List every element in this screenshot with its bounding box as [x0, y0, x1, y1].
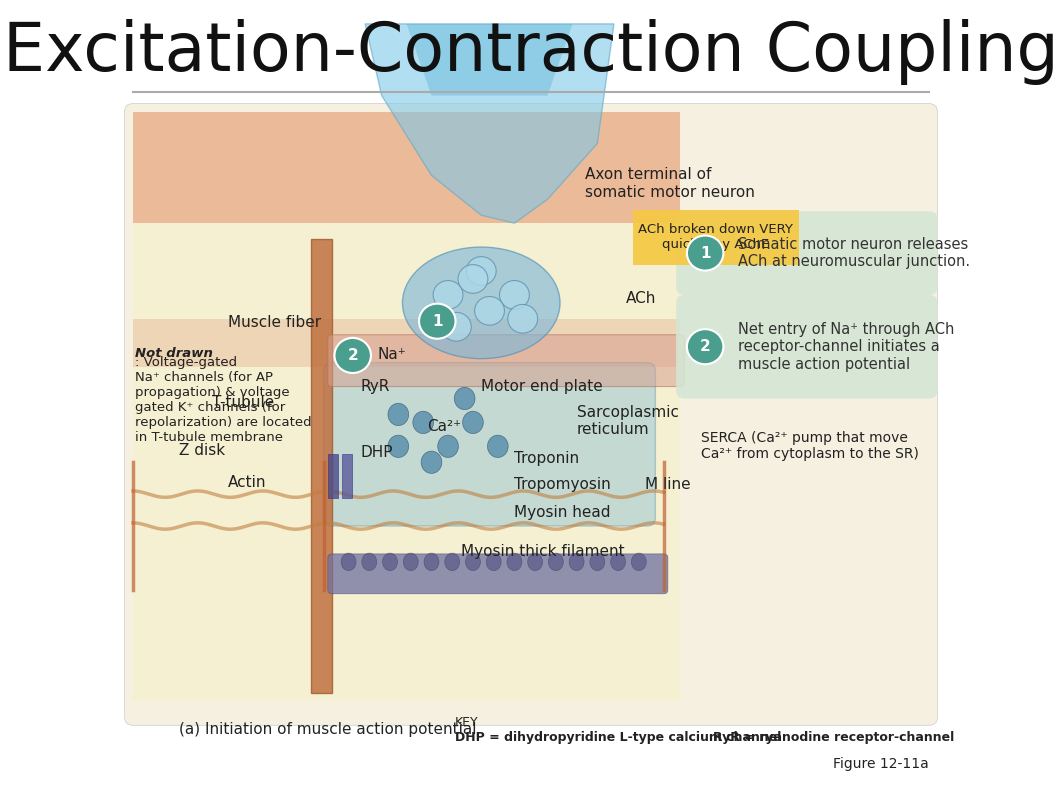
Text: SERCA (Ca²⁺ pump that move
Ca²⁺ from cytoplasm to the SR): SERCA (Ca²⁺ pump that move Ca²⁺ from cyt… [701, 431, 919, 461]
Circle shape [433, 281, 463, 309]
Circle shape [499, 281, 529, 309]
Ellipse shape [486, 553, 501, 571]
Text: Muscle fiber: Muscle fiber [228, 316, 322, 330]
Text: DHP: DHP [361, 446, 394, 460]
Ellipse shape [388, 435, 409, 457]
FancyBboxPatch shape [342, 454, 352, 498]
Ellipse shape [569, 553, 584, 571]
Text: Not drawn: Not drawn [135, 347, 212, 359]
Text: KEY: KEY [455, 717, 478, 729]
Ellipse shape [424, 553, 439, 571]
Text: ACh broken down VERY
quickly by AChE: ACh broken down VERY quickly by AChE [638, 222, 793, 251]
Ellipse shape [422, 451, 442, 473]
FancyBboxPatch shape [328, 454, 338, 498]
Text: Figure 12-11a: Figure 12-11a [834, 756, 929, 771]
Ellipse shape [362, 553, 377, 571]
Ellipse shape [589, 553, 604, 571]
Text: Somatic motor neuron releases
ACh at neuromuscular junction.: Somatic motor neuron releases ACh at neu… [738, 237, 971, 269]
FancyBboxPatch shape [324, 363, 655, 526]
FancyBboxPatch shape [676, 211, 938, 295]
Ellipse shape [528, 553, 543, 571]
Text: Sarcoplasmic
reticulum: Sarcoplasmic reticulum [577, 405, 679, 437]
Polygon shape [407, 24, 572, 96]
Ellipse shape [402, 247, 560, 359]
Ellipse shape [507, 553, 521, 571]
Ellipse shape [445, 553, 460, 571]
Text: Net entry of Na⁺ through ACh
receptor-channel initiates a
muscle action potentia: Net entry of Na⁺ through ACh receptor-ch… [738, 322, 955, 371]
Ellipse shape [404, 553, 418, 571]
Circle shape [419, 304, 456, 339]
Text: Actin: Actin [228, 475, 267, 489]
Circle shape [335, 338, 371, 373]
Ellipse shape [463, 411, 483, 434]
Text: Troponin: Troponin [514, 451, 580, 465]
FancyBboxPatch shape [633, 210, 799, 265]
FancyBboxPatch shape [328, 335, 684, 387]
FancyBboxPatch shape [124, 104, 938, 725]
Polygon shape [133, 223, 681, 701]
Ellipse shape [455, 387, 475, 410]
Polygon shape [133, 319, 681, 367]
Text: Ca²⁺: Ca²⁺ [427, 419, 462, 434]
Text: RyR = ryanodine receptor-channel: RyR = ryanodine receptor-channel [714, 731, 955, 744]
Text: Motor end plate: Motor end plate [481, 379, 603, 394]
Text: : Voltage-gated
Na⁺ channels (for AP
propagation) & voltage
gated K⁺ channels (f: : Voltage-gated Na⁺ channels (for AP pro… [135, 356, 311, 444]
Circle shape [508, 304, 537, 333]
Circle shape [687, 329, 723, 364]
Ellipse shape [631, 553, 647, 571]
Text: Z disk: Z disk [178, 443, 225, 457]
FancyBboxPatch shape [328, 554, 668, 594]
Text: 2: 2 [700, 340, 710, 354]
Text: Excitation-Contraction Coupling: Excitation-Contraction Coupling [3, 19, 1059, 84]
Text: M line: M line [645, 477, 690, 492]
Text: Myosin head: Myosin head [514, 505, 611, 520]
Text: Na⁺: Na⁺ [378, 347, 407, 362]
Ellipse shape [487, 435, 509, 457]
Ellipse shape [611, 553, 626, 571]
FancyBboxPatch shape [676, 295, 938, 398]
Text: Myosin thick filament: Myosin thick filament [461, 544, 624, 559]
Ellipse shape [465, 553, 480, 571]
Circle shape [458, 265, 487, 293]
Circle shape [442, 312, 472, 341]
Polygon shape [365, 24, 614, 223]
Text: 2: 2 [347, 348, 358, 363]
Circle shape [687, 236, 723, 271]
Circle shape [466, 257, 496, 285]
Text: 1: 1 [432, 314, 443, 328]
Text: Tropomyosin: Tropomyosin [514, 477, 611, 492]
Text: 1: 1 [700, 245, 710, 261]
Ellipse shape [438, 435, 459, 457]
Text: (a) Initiation of muscle action potential: (a) Initiation of muscle action potentia… [178, 722, 476, 736]
Polygon shape [133, 112, 681, 223]
Text: DHP = dihydropyridine L-type calcium channel: DHP = dihydropyridine L-type calcium cha… [455, 731, 781, 744]
Ellipse shape [388, 403, 409, 426]
Text: RyR: RyR [361, 379, 391, 394]
Ellipse shape [413, 411, 433, 434]
Circle shape [475, 296, 504, 325]
Ellipse shape [341, 553, 356, 571]
Ellipse shape [548, 553, 563, 571]
FancyBboxPatch shape [311, 239, 332, 693]
Text: ACh: ACh [627, 292, 656, 306]
Ellipse shape [382, 553, 397, 571]
Text: T-tubule: T-tubule [211, 395, 274, 410]
Text: Axon terminal of
somatic motor neuron: Axon terminal of somatic motor neuron [585, 167, 755, 199]
